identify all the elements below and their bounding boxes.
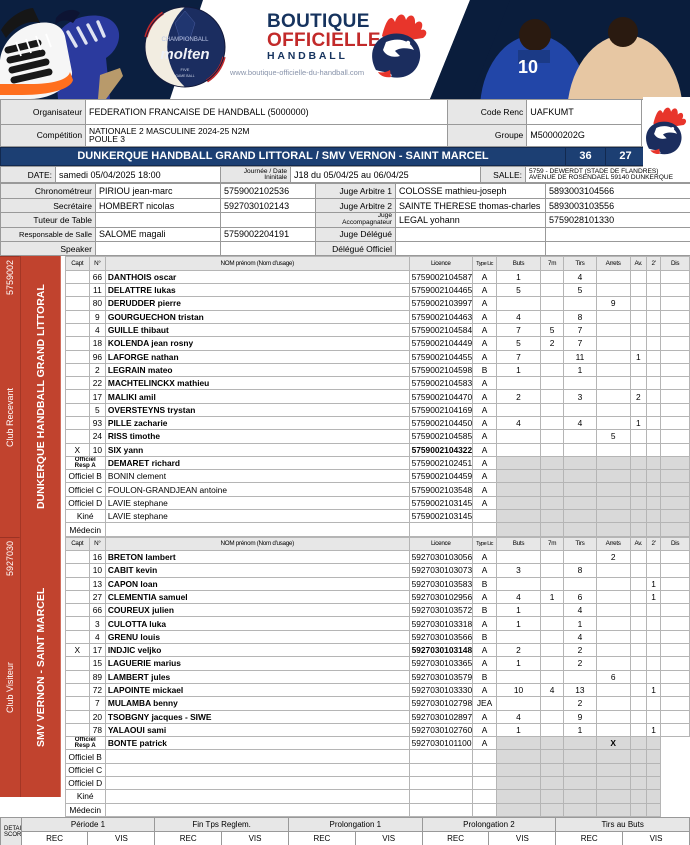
svg-text:10: 10: [518, 57, 538, 77]
svg-text:FIVE: FIVE: [181, 67, 190, 72]
svg-text:molten: molten: [160, 46, 209, 63]
svg-text:CHAMPIONBALL: CHAMPIONBALL: [161, 37, 209, 43]
svg-text:GAME BALL: GAME BALL: [175, 74, 194, 78]
